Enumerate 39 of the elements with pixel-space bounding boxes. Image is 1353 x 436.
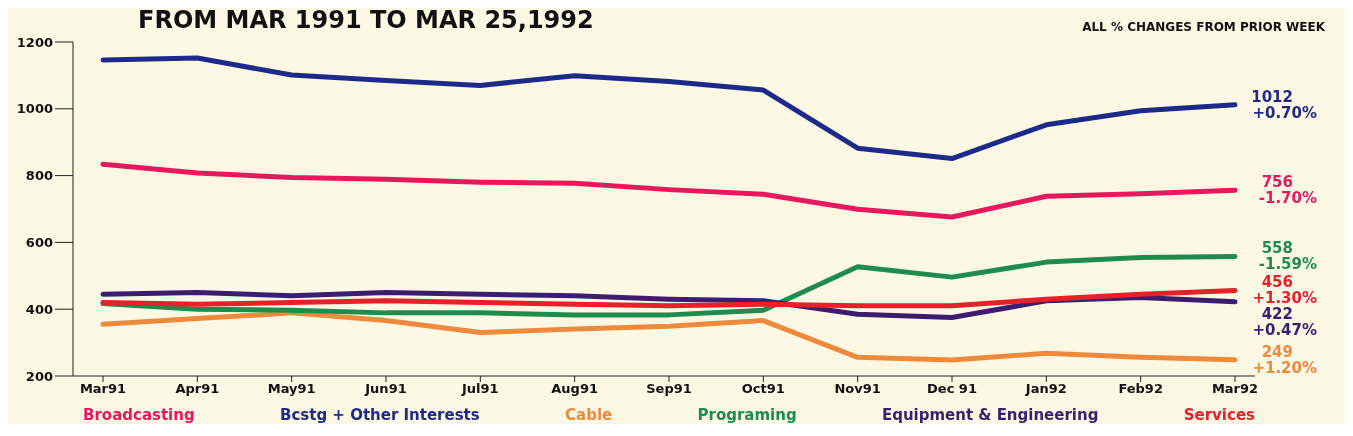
x-tick-label: Feb92: [1118, 381, 1163, 397]
x-tick-label: Jan92: [1024, 381, 1067, 397]
x-tick-label: Oct91: [741, 381, 785, 397]
data-label: 456: [1261, 273, 1293, 292]
annotation: +0.70%: [1252, 103, 1317, 122]
annotation: +1.30%: [1252, 289, 1317, 308]
data-label: 249: [1261, 342, 1293, 361]
y-tick-label: 1000: [16, 101, 53, 117]
y-tick-label: 200: [25, 368, 53, 384]
x-tick-label: Nov91: [834, 381, 881, 397]
annotation: -1.59%: [1258, 255, 1317, 274]
text: Services: [1183, 406, 1255, 424]
chart-title: FROM MAR 1991 TO MAR 25,1992: [138, 6, 594, 34]
data-label: 1012: [1251, 87, 1293, 106]
x-tick-label: Sep91: [646, 381, 692, 397]
text: Programing: [697, 406, 797, 424]
y-tick-label: 800: [25, 168, 53, 184]
annotation: -1.70%: [1258, 189, 1317, 208]
x-tick-label: Apr91: [175, 381, 220, 397]
x-tick-label: Aug91: [551, 381, 599, 397]
x-tick-label: Mar91: [79, 381, 127, 397]
x-tick-label: Jun91: [364, 381, 407, 397]
x-tick-label: Jul91: [461, 381, 499, 397]
text: ALL % CHANGES FROM PRIOR WEEK: [1082, 20, 1325, 34]
y-tick-label: 1200: [16, 34, 53, 50]
text: Broadcasting: [83, 406, 195, 424]
text: Equipment & Engineering: [881, 406, 1099, 424]
text: Cable: [565, 406, 613, 424]
y-tick-label: 600: [25, 235, 53, 251]
x-tick-label: Dec 91: [927, 381, 977, 397]
text: Bcstg + Other Interests: [279, 406, 480, 424]
x-tick-label: Mar92: [1211, 381, 1259, 397]
data-label: 422: [1261, 305, 1293, 324]
x-tick-label: May91: [267, 381, 316, 397]
annotation: +0.47%: [1252, 321, 1317, 340]
data-label: 756: [1261, 173, 1293, 192]
annotation: +1.20%: [1252, 358, 1317, 377]
data-label: 558: [1261, 239, 1293, 258]
y-tick-label: 400: [25, 301, 53, 317]
